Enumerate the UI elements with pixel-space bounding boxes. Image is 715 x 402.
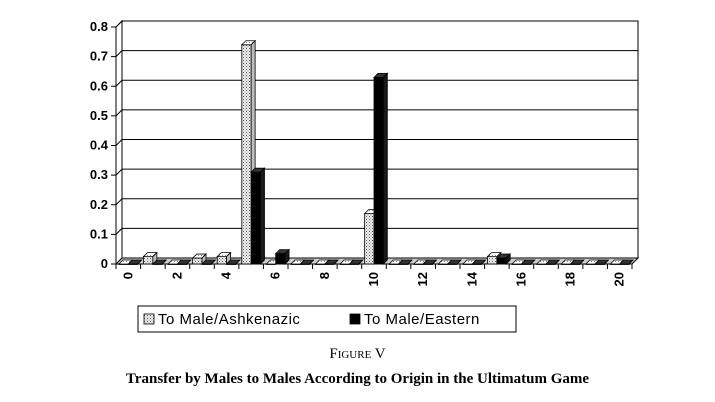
bar-eastern	[495, 253, 512, 265]
bar-side	[604, 259, 609, 265]
bar-side	[358, 259, 364, 265]
legend-swatch-eastern	[349, 313, 361, 325]
bar-eastern	[250, 167, 266, 265]
bar-side	[530, 259, 536, 265]
figure-caption: Transfer by Males to Males According to …	[125, 371, 590, 387]
bar-side	[579, 259, 585, 265]
bar-eastern	[225, 259, 241, 265]
bar-eastern	[520, 259, 536, 265]
bar-side	[407, 259, 413, 265]
gridline-side	[115, 50, 123, 57]
gridline-side	[115, 168, 123, 176]
bar-side	[235, 259, 241, 265]
y-axis: 0 0.1 0.2 0.3 0.4 0.5 0.6 0.7 0.8	[90, 19, 117, 271]
bar-eastern	[545, 259, 561, 265]
x-tick-label: 20	[612, 272, 627, 286]
gridline-side	[115, 20, 123, 28]
bar-eastern	[151, 259, 168, 265]
y-tick-label: 0.2	[90, 197, 108, 212]
y-tick-label: 0.3	[90, 167, 108, 182]
bar-front	[143, 256, 154, 265]
bar-eastern	[127, 259, 143, 265]
bar-eastern	[594, 259, 610, 265]
bar-eastern	[446, 259, 463, 265]
x-tick-label: 14	[464, 271, 479, 286]
x-tick-label: 12	[415, 272, 430, 286]
bar-front	[216, 256, 227, 265]
bar-front	[241, 44, 252, 265]
bar-side	[333, 259, 339, 265]
bar-front	[250, 171, 261, 265]
bar-eastern	[471, 259, 487, 265]
bar-side	[211, 259, 216, 265]
bar-eastern	[618, 259, 635, 265]
bar-side	[505, 253, 511, 265]
bars	[117, 39, 635, 265]
bar-front	[496, 257, 507, 265]
x-tick-label: 8	[317, 272, 332, 279]
bar-eastern	[176, 259, 192, 265]
bar-side	[628, 259, 634, 265]
bar-eastern	[397, 259, 413, 265]
gridline-side	[115, 139, 123, 146]
bar-eastern	[201, 259, 217, 265]
bar-side	[309, 259, 314, 265]
legend-box	[137, 305, 517, 333]
x-tick-label: 2	[169, 272, 184, 279]
bar-side	[284, 248, 290, 265]
bar-side	[161, 259, 167, 265]
y-tick-label: 0.6	[90, 78, 108, 93]
x-tick-label: 16	[513, 272, 528, 286]
figure-label: Figure V	[329, 346, 386, 362]
legend: To Male/Ashkenazic To Male/Eastern	[137, 305, 517, 333]
y-tick-label: 0.8	[90, 19, 108, 34]
y-tick-label: 0.4	[90, 138, 109, 153]
bar-side	[456, 259, 462, 265]
y-tick-label: 0.1	[90, 226, 108, 241]
y-tick-label: 0.5	[90, 108, 108, 123]
bar-eastern	[569, 259, 585, 265]
legend-swatch-ashkenazic	[143, 313, 155, 325]
bar-eastern	[323, 259, 340, 265]
legend-label-eastern: To Male/Eastern	[364, 311, 480, 328]
y-tick-label: 0	[101, 256, 108, 271]
bar-side	[432, 259, 437, 265]
bar-eastern	[299, 259, 315, 265]
x-axis: 0 2 4 6 8 10 12 14 16 18 20	[115, 263, 633, 286]
x-tick-label: 10	[366, 272, 381, 286]
gridline-side	[115, 198, 123, 206]
x-tick-label: 4	[219, 271, 234, 279]
bar-eastern	[348, 259, 364, 265]
bar-side	[186, 259, 192, 265]
bar-ashkenazic	[142, 251, 158, 265]
x-tick-label: 0	[120, 272, 135, 279]
chart: 0 0.1 0.2 0.3 0.4 0.5 0.6 0.7 0.8 0 2 4 6 8 10 12 14 16 1…	[90, 19, 640, 333]
bar-front	[192, 257, 203, 265]
legend-label-ashkenazic: To Male/Ashkenazic	[158, 311, 300, 328]
bar-eastern	[373, 72, 389, 265]
bar-eastern	[274, 248, 291, 265]
bar-side	[382, 72, 388, 265]
bar-front	[364, 213, 375, 265]
x-tick-label: 18	[563, 272, 578, 286]
bar-eastern	[422, 259, 438, 265]
y-tick-label: 0.7	[90, 49, 108, 64]
gridline-side	[115, 228, 123, 235]
gridline-side	[115, 79, 123, 87]
bar-side	[481, 259, 486, 265]
bar-side	[260, 167, 265, 265]
bar-front	[487, 256, 498, 265]
bar-front	[275, 253, 286, 265]
bar-side	[137, 259, 142, 265]
x-tick-label: 6	[268, 272, 283, 279]
bar-side	[555, 259, 560, 265]
bar-front	[373, 76, 384, 265]
bar-ashkenazic	[216, 251, 232, 265]
gridline-side	[115, 109, 123, 117]
